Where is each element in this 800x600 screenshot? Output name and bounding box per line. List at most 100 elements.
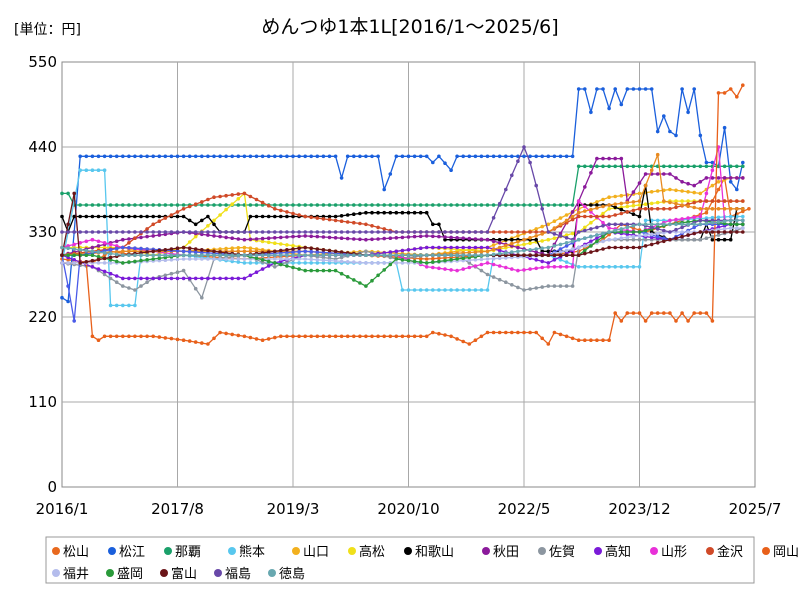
data-point	[72, 214, 76, 219]
data-point	[728, 214, 733, 219]
legend-marker	[108, 547, 116, 555]
data-point	[431, 222, 435, 227]
data-point	[716, 176, 721, 180]
y-tick-label: 110	[28, 393, 57, 411]
data-point	[686, 190, 690, 194]
data-point	[455, 236, 459, 240]
data-point	[139, 230, 143, 234]
data-point	[631, 87, 636, 91]
data-point	[169, 230, 174, 234]
data-point	[534, 237, 538, 242]
data-point	[576, 245, 581, 250]
data-point	[698, 207, 703, 211]
data-point	[388, 262, 393, 267]
data-point	[607, 245, 611, 250]
data-point	[151, 230, 155, 234]
data-point	[139, 246, 143, 251]
data-point	[181, 257, 186, 261]
x-tick-label: 2019/3	[267, 500, 320, 518]
data-point	[333, 154, 338, 159]
data-point	[619, 201, 624, 206]
data-point	[345, 213, 350, 217]
data-point	[157, 253, 162, 257]
data-point	[424, 257, 429, 261]
data-point	[266, 259, 271, 264]
data-point	[668, 187, 672, 192]
data-point	[163, 203, 168, 207]
data-point	[637, 311, 642, 315]
legend-label: 佐賀	[549, 545, 575, 560]
data-point	[279, 248, 283, 253]
data-point	[637, 230, 642, 234]
data-point	[248, 261, 253, 265]
legend-marker	[706, 547, 714, 555]
data-point	[564, 265, 569, 269]
data-point	[382, 227, 387, 231]
data-point	[333, 334, 338, 339]
data-point	[491, 230, 496, 234]
data-point	[206, 248, 210, 253]
data-point	[424, 230, 429, 234]
data-point	[576, 214, 581, 219]
data-point	[583, 164, 587, 169]
data-point	[735, 95, 739, 99]
data-point	[248, 203, 253, 207]
data-point	[497, 201, 502, 206]
data-point	[662, 114, 666, 118]
data-point	[236, 230, 241, 234]
x-tick-label: 2022/5	[498, 500, 551, 518]
data-point	[680, 311, 684, 315]
data-point	[643, 319, 648, 323]
data-point	[668, 164, 672, 169]
x-tick-label: 2025/7	[729, 500, 782, 518]
legend-item: 福井	[52, 567, 89, 582]
data-point	[655, 207, 660, 211]
data-point	[576, 199, 581, 203]
data-point	[655, 129, 660, 134]
data-point	[558, 234, 563, 238]
data-point	[315, 258, 320, 262]
data-point	[485, 257, 490, 261]
data-point	[157, 276, 162, 281]
data-point	[84, 239, 89, 244]
data-point	[339, 176, 344, 180]
data-point	[242, 261, 247, 265]
data-point	[412, 210, 417, 215]
data-point	[321, 235, 326, 239]
data-point	[473, 338, 478, 343]
data-point	[321, 203, 326, 207]
data-point	[576, 87, 581, 91]
data-point	[394, 249, 399, 254]
data-point	[534, 203, 538, 207]
data-point	[443, 235, 447, 239]
data-point	[352, 334, 356, 339]
data-point	[382, 261, 387, 265]
data-point	[741, 164, 745, 169]
data-point	[400, 258, 405, 262]
data-point	[309, 246, 314, 250]
data-point	[540, 239, 544, 243]
data-point	[412, 154, 417, 159]
data-point	[66, 261, 70, 265]
data-point	[570, 154, 575, 159]
data-point	[236, 333, 241, 338]
data-point	[595, 203, 599, 207]
data-point	[406, 203, 411, 207]
data-point	[437, 253, 441, 257]
data-point	[151, 154, 155, 159]
data-point	[662, 239, 666, 244]
data-point	[619, 222, 624, 227]
data-point	[449, 288, 453, 292]
data-point	[352, 230, 356, 234]
data-point	[455, 268, 459, 273]
data-point	[254, 154, 259, 159]
data-point	[297, 230, 301, 234]
legend-marker	[228, 547, 236, 555]
data-point	[552, 284, 557, 288]
data-point	[540, 285, 544, 289]
data-point	[510, 241, 514, 246]
data-point	[175, 270, 180, 275]
data-point	[728, 222, 733, 227]
data-point	[297, 246, 301, 250]
data-point	[698, 180, 703, 184]
